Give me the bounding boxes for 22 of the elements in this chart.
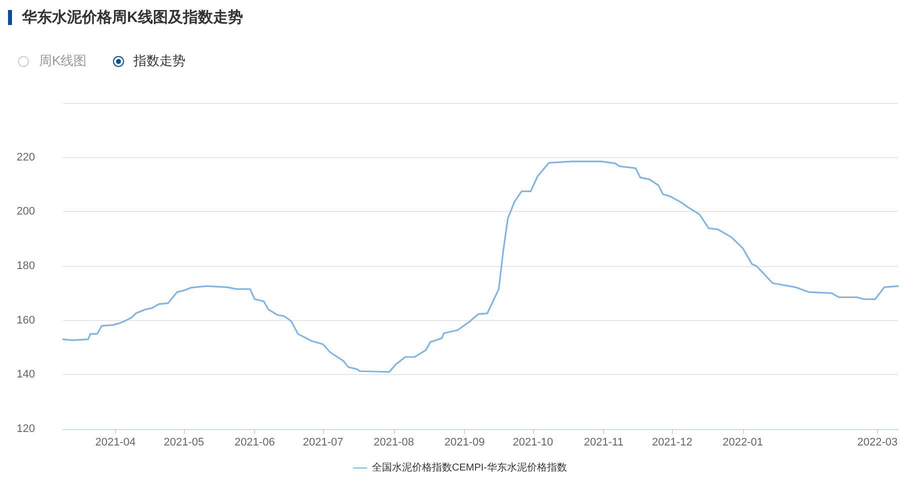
y-tick-label: 200 bbox=[16, 206, 35, 218]
legend-label: 全国水泥价格指数CEMPI-华东水泥价格指数 bbox=[372, 462, 567, 474]
x-tick-label: 2021-06 bbox=[234, 436, 275, 448]
x-tick-label: 2021-07 bbox=[302, 436, 344, 448]
y-tick-label: 160 bbox=[16, 314, 35, 326]
x-tick-label: 2022-01 bbox=[722, 436, 764, 448]
x-tick-label: 2021-12 bbox=[652, 436, 692, 448]
y-tick-label: 120 bbox=[16, 423, 35, 435]
y-tick-label: 220 bbox=[16, 151, 35, 164]
y-tick-label: 180 bbox=[16, 260, 35, 272]
x-tick-label: 2021-04 bbox=[95, 436, 136, 448]
x-tick-label: 2021-11 bbox=[584, 436, 624, 448]
x-tick-label: 2021-09 bbox=[444, 436, 485, 448]
chart-title: 华东水泥价格周K线图及指数走势 bbox=[22, 8, 243, 27]
x-tick-label: 2021-10 bbox=[512, 436, 554, 448]
x-tick-label: 2021-05 bbox=[164, 436, 204, 448]
line-series bbox=[62, 160, 899, 373]
text: 周K线图 bbox=[38, 52, 87, 70]
x-tick-label: 2021-08 bbox=[374, 436, 414, 448]
text: 指数走势 bbox=[132, 52, 186, 70]
x-tick-label: 2022-03 bbox=[857, 436, 898, 448]
y-tick-label: 140 bbox=[16, 368, 35, 381]
